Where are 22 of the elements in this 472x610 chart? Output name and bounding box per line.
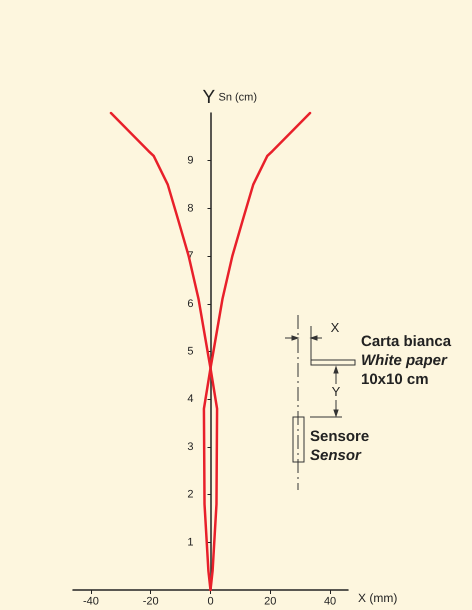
y-tick-label: 4 (187, 393, 194, 406)
y-tick-label: 2 (187, 488, 194, 501)
text: Carta bianca (361, 333, 452, 350)
y-axis-title: Y Sn (cm) (202, 87, 258, 108)
y-tick-label: 5 (187, 346, 194, 358)
text: 10x10 cm (361, 371, 429, 388)
y-tick-label: 9 (187, 154, 194, 167)
annotation: Sensor (310, 447, 362, 464)
x-tick-label: 0 (207, 596, 214, 608)
y-tick-label: 3 (187, 440, 194, 453)
x-tick-label: -20 (142, 596, 159, 608)
annotation: Y (332, 384, 341, 399)
annotation: X (330, 320, 340, 335)
y-tick-label: 1 (187, 536, 194, 548)
x-tick-label: 20 (264, 596, 276, 608)
y-tick-label: 6 (187, 298, 194, 310)
y-tick-label: 8 (187, 202, 194, 214)
x-axis-title: X (mm) (358, 591, 398, 605)
x-tick-label: 40 (324, 596, 336, 608)
text: White paper (361, 352, 448, 369)
annotation: Sensore (310, 428, 370, 445)
x-tick-label: -40 (82, 596, 99, 608)
